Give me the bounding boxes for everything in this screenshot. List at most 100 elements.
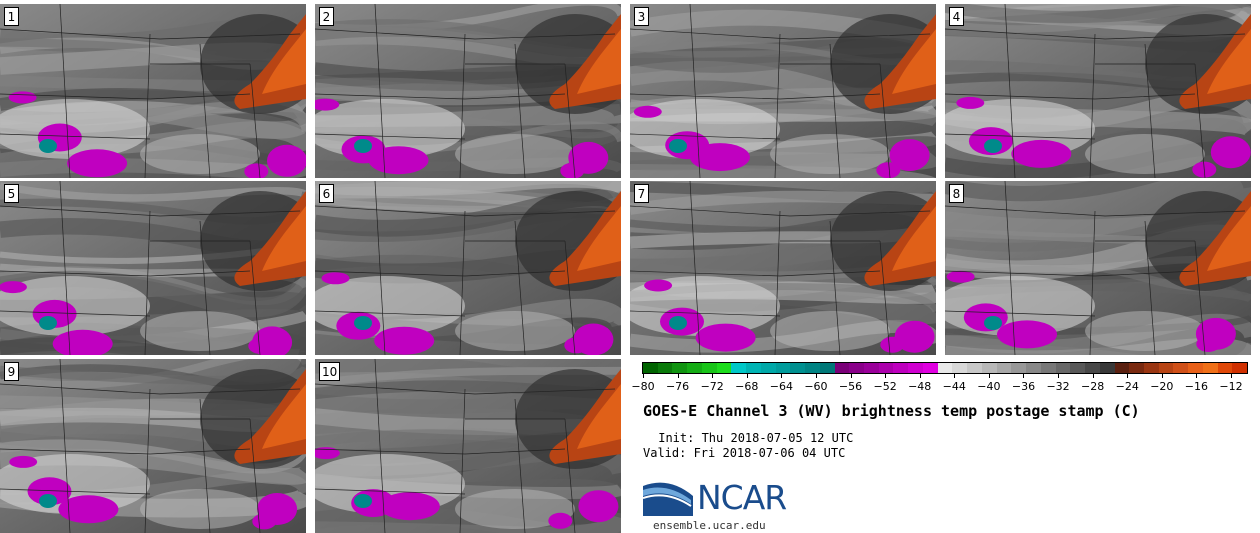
colorbar-tick-label: −20 (1150, 380, 1174, 393)
colorbar-tick (1231, 374, 1232, 378)
panel-number-label: 4 (949, 7, 964, 26)
ncar-swoosh-icon (642, 482, 693, 516)
colorbar-cell (819, 363, 835, 373)
colorbar-cell (672, 363, 688, 373)
colorbar-cell (701, 363, 717, 373)
panel-number-label: 6 (319, 184, 334, 203)
colorbar-tick-label: −44 (942, 380, 966, 393)
init-time: Init: Thu 2018-07-05 12 UTC (651, 431, 854, 445)
colorbar-tick-label: −16 (1184, 380, 1209, 393)
colorbar-cell (1202, 363, 1218, 373)
wv-field-map (630, 181, 936, 355)
map-panel-9: 9 (0, 359, 306, 533)
colorbar-tick-label: −36 (1011, 380, 1036, 393)
colorbar-cell (937, 363, 953, 373)
panel-number-label: 9 (4, 362, 19, 381)
colorbar-cell (805, 363, 820, 373)
colorbar-tick (1058, 374, 1060, 378)
colorbar-cell (716, 363, 732, 373)
colorbar-bar (642, 362, 1248, 374)
colorbar-tick (1127, 374, 1129, 378)
panel-number-label: 8 (949, 184, 964, 203)
colorbar-cell (760, 363, 776, 373)
colorbar-tick (1092, 374, 1094, 378)
panel-number-label: 3 (634, 7, 649, 26)
colorbar-cell (967, 363, 982, 373)
colorbar-cell (981, 363, 997, 373)
site-url: ensemble.ucar.edu (653, 519, 766, 532)
colorbar-tick-label: −76 (665, 380, 690, 393)
colorbar-tick (1023, 374, 1025, 378)
map-panel-7: 7 (630, 181, 936, 355)
colorbar-tick (712, 374, 714, 378)
colorbar-tick-label: −56 (838, 380, 863, 393)
colorbar-tick-label: −72 (700, 380, 724, 393)
colorbar-cell (952, 363, 968, 373)
colorbar-cell (908, 363, 923, 373)
colorbar-cell (643, 363, 658, 373)
colorbar-tick-label: −68 (735, 380, 759, 393)
colorbar-cell (922, 363, 938, 373)
colorbar-cell (1055, 363, 1071, 373)
colorbar: −80 −76 −72 −68 −64 −60 −56 −52 −48 −44 −40 −36 −32−… (631, 362, 1248, 394)
map-panel-10: 10 (315, 359, 621, 533)
colorbar-ticks: −80 −76 −72 −68 −64 −60 −56 −52 −48 −44 −40 −36 −32−… (631, 374, 1248, 394)
panel-number-label: 10 (319, 362, 341, 381)
wv-field-map (315, 181, 621, 355)
wv-field-map (0, 4, 306, 178)
map-panel-5: 5 (0, 181, 306, 355)
colorbar-cell (878, 363, 894, 373)
colorbar-cell (893, 363, 909, 373)
colorbar-cell (1217, 363, 1233, 373)
colorbar-cell (864, 363, 879, 373)
colorbar-cell (775, 363, 791, 373)
colorbar-cell (1099, 363, 1115, 373)
colorbar-cell (1085, 363, 1100, 373)
colorbar-cell (731, 363, 747, 373)
colorbar-cell (1158, 363, 1174, 373)
colorbar-tick-label: −64 (769, 380, 793, 393)
colorbar-tick-label: −28 (1081, 380, 1105, 393)
colorbar-cell (849, 363, 865, 373)
colorbar-cell (1188, 363, 1203, 373)
map-panel-2: 2 (315, 4, 621, 178)
colorbar-tick (746, 374, 748, 378)
colorbar-cell (1143, 363, 1159, 373)
colorbar-tick (954, 374, 956, 378)
wv-field-map (0, 359, 306, 533)
colorbar-tick-label: −40 (977, 380, 1001, 393)
map-panel-3: 3 (630, 4, 936, 178)
colorbar-cell (1070, 363, 1086, 373)
colorbar-tick-label: −48 (908, 380, 932, 393)
colorbar-cell (834, 363, 850, 373)
colorbar-cell (1129, 363, 1144, 373)
colorbar-tick (781, 374, 783, 378)
valid-time: Valid: Fri 2018-07-06 04 UTC (643, 446, 846, 460)
panel-number-label: 1 (4, 7, 19, 26)
ncar-logo: NCAR (642, 476, 803, 520)
map-panel-8: 8 (945, 181, 1251, 355)
colorbar-cell (1026, 363, 1041, 373)
ncar-logo-text: NCAR (697, 478, 787, 517)
colorbar-tick (815, 374, 817, 378)
wv-field-map (315, 4, 621, 178)
colorbar-cell (657, 363, 673, 373)
wv-field-map (315, 359, 621, 533)
colorbar-cell (1011, 363, 1027, 373)
colorbar-cell (1173, 363, 1189, 373)
colorbar-tick (1161, 374, 1163, 378)
colorbar-tick-label: −60 (804, 380, 828, 393)
colorbar-tick (643, 374, 644, 378)
panel-number-label: 5 (4, 184, 19, 203)
colorbar-cell (1114, 363, 1130, 373)
colorbar-tick-label: −24 (1115, 380, 1139, 393)
colorbar-tick-label: −12 (1219, 380, 1243, 393)
colorbar-tick-label: −32 (1046, 380, 1070, 393)
figure-title: GOES-E Channel 3 (WV) brightness temp po… (643, 402, 1140, 420)
wv-field-map (0, 181, 306, 355)
colorbar-cell (790, 363, 806, 373)
panel-number-label: 2 (319, 7, 334, 26)
colorbar-tick-label: −52 (873, 380, 897, 393)
colorbar-cell (1232, 363, 1248, 373)
colorbar-tick (885, 374, 887, 378)
